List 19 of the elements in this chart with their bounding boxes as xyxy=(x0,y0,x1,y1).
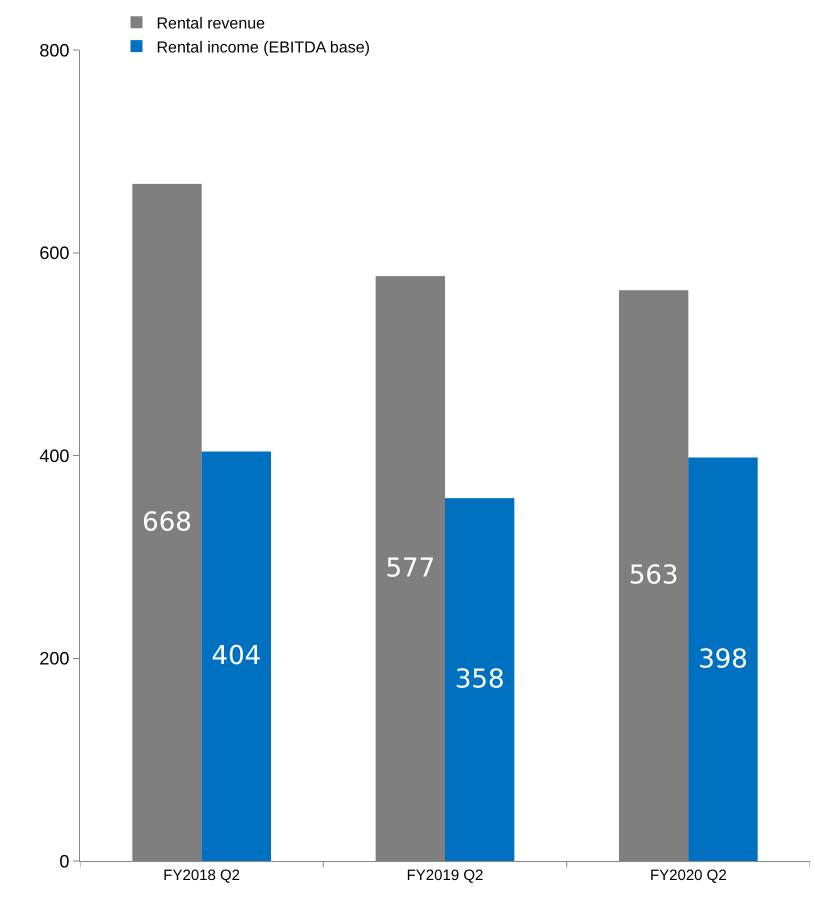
y-tick-label: 800 xyxy=(39,40,70,60)
y-tick-label: 0 xyxy=(59,851,70,872)
data-label: 404 xyxy=(212,641,262,672)
y-tick-label: 200 xyxy=(39,648,70,669)
data-label: 668 xyxy=(142,507,192,538)
x-tick-label: FY2020 Q2 xyxy=(650,867,727,884)
data-label: 563 xyxy=(628,560,678,591)
bar xyxy=(445,498,514,861)
data-label: 577 xyxy=(386,554,436,584)
y-tick-label: 400 xyxy=(39,446,70,466)
y-tick-label: 600 xyxy=(39,243,70,264)
bar xyxy=(202,451,272,861)
data-label: 398 xyxy=(698,644,748,674)
legend-label: Rental revenue xyxy=(156,16,266,33)
data-label: 358 xyxy=(454,664,504,695)
x-tick-label: FY2018 Q2 xyxy=(163,867,240,884)
legend-label: Rental income (EBITDA base) xyxy=(156,39,370,56)
bar xyxy=(688,458,758,861)
x-tick-label: FY2019 Q2 xyxy=(406,867,484,884)
